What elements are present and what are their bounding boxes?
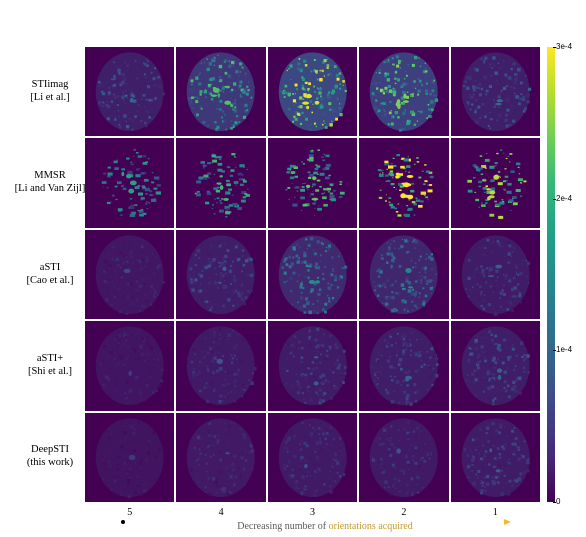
column-number: 1 — [492, 507, 498, 518]
brain-map-cell — [450, 412, 540, 502]
method-citation: (this work) — [26, 457, 74, 469]
brain-map-cell — [267, 47, 358, 137]
brain-map-cell — [176, 138, 266, 228]
method-name: DeepSTI — [31, 444, 69, 456]
colorbar-tick-label: 0 — [552, 497, 561, 506]
method-citation: [Shi et al.] — [27, 365, 73, 377]
brain-map-cell — [267, 412, 358, 502]
brain-map-cell — [267, 321, 358, 411]
method-citation: [Li and Van Zijl] — [14, 183, 86, 195]
caption-part-2: orientations acquired — [328, 521, 413, 532]
method-citation: [Li et al.] — [30, 91, 70, 103]
brain-map-cell — [85, 412, 175, 502]
row-label: STIimag [Li et al.] — [14, 78, 86, 104]
brain-map-cell — [85, 47, 175, 137]
brain-map-cell — [176, 412, 266, 502]
brain-map-cell — [176, 321, 266, 411]
brain-map-cell — [450, 321, 540, 411]
caption-part-1: Decreasing number of — [237, 521, 327, 532]
colorbar-tick-label: 3e-4 — [552, 42, 573, 51]
brain-map-cell — [176, 47, 266, 137]
method-name: STIimag — [31, 78, 69, 90]
brain-map-cell — [359, 321, 449, 411]
column-number: 5 — [127, 507, 133, 518]
row-label: aSTI [Cao et al.] — [14, 261, 86, 287]
column-number: 3 — [310, 507, 315, 518]
column-number: 4 — [218, 507, 224, 518]
orientation-arrow — [121, 519, 511, 525]
brain-map-cell — [450, 138, 540, 228]
brain-map-cell — [85, 229, 175, 320]
brain-map-cell — [359, 138, 449, 228]
image-grid — [85, 47, 540, 502]
row-label: aSTI+ [Shi et al.] — [14, 352, 86, 378]
method-name: aSTI+ — [36, 352, 64, 364]
row-label: DeepSTI (this work) — [14, 443, 86, 469]
brain-map-cell — [85, 138, 175, 228]
method-name: aSTI — [39, 261, 61, 273]
method-citation: [Cao et al.] — [26, 274, 74, 286]
brain-map-cell — [359, 47, 449, 137]
colorbar-tick-label: 1e-4 — [552, 345, 573, 355]
brain-map-cell — [267, 138, 358, 228]
method-name: MMSR — [34, 170, 66, 182]
brain-map-cell — [359, 412, 449, 502]
brain-map-cell — [267, 229, 358, 320]
colorbar-tick-label: 2e-4 — [552, 193, 573, 203]
brain-map-cell — [450, 229, 540, 320]
brain-map-cell — [176, 229, 266, 320]
brain-map-cell — [85, 321, 175, 411]
brain-map-cell — [450, 47, 540, 137]
row-label: MMSR [Li and Van Zijl] — [14, 169, 86, 195]
column-number: 2 — [401, 507, 407, 518]
colorbar — [547, 47, 555, 502]
brain-map-cell — [359, 229, 449, 320]
arrow-caption: Decreasing number of orientations acquir… — [220, 521, 430, 532]
